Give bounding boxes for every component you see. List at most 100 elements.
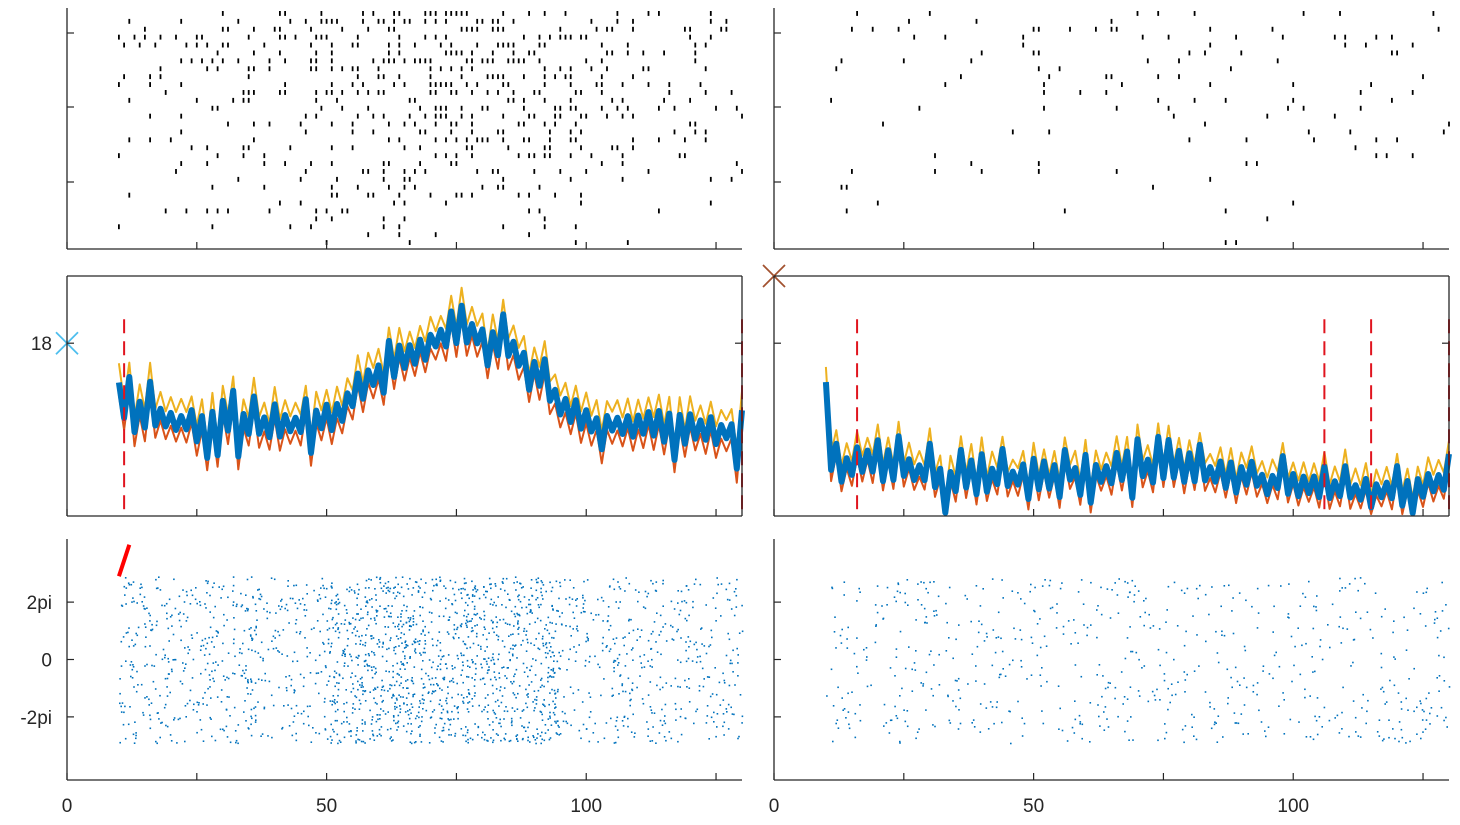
- phase-point: [1089, 702, 1092, 704]
- phase-point: [355, 656, 358, 659]
- phase-point: [529, 611, 531, 613]
- phase-point: [487, 694, 489, 696]
- phase-point: [364, 690, 366, 693]
- phase-point: [616, 716, 619, 719]
- phase-point: [329, 608, 332, 610]
- phase-point: [119, 692, 121, 695]
- phase-point: [144, 697, 146, 699]
- phase-point: [316, 620, 319, 622]
- phase-point: [1299, 605, 1302, 607]
- phase-point: [330, 723, 332, 726]
- phase-point: [361, 684, 363, 686]
- phase-point: [344, 655, 346, 657]
- phase-point: [124, 737, 127, 740]
- phase-point: [647, 728, 650, 730]
- phase-point: [542, 584, 545, 586]
- phase-point: [1352, 639, 1355, 641]
- phase-point: [226, 736, 229, 738]
- phase-point: [520, 644, 522, 646]
- phase-point: [456, 628, 458, 631]
- phase-point: [182, 662, 184, 664]
- phase-point: [206, 704, 208, 706]
- phase-point: [393, 716, 395, 718]
- phase-point: [375, 594, 377, 596]
- phase-point: [432, 589, 434, 592]
- phase-point: [136, 670, 138, 673]
- phase-point: [1082, 603, 1085, 605]
- phase-point: [1319, 645, 1321, 648]
- phase-point: [556, 609, 558, 612]
- phase-point: [1008, 710, 1010, 712]
- phase-point: [378, 639, 380, 641]
- phase-point: [483, 614, 486, 617]
- phase-point: [490, 619, 493, 622]
- phase-point: [174, 607, 177, 610]
- phase-point: [444, 587, 447, 590]
- phase-point: [1341, 711, 1343, 714]
- phase-point: [680, 733, 683, 736]
- phase-point: [1355, 731, 1357, 733]
- phase-point: [246, 607, 248, 610]
- phase-point: [435, 578, 437, 581]
- phase-point: [388, 590, 391, 593]
- phase-point: [722, 672, 724, 675]
- phase-point: [1321, 658, 1324, 661]
- phase-point: [1422, 731, 1424, 733]
- phase-point: [450, 718, 452, 721]
- phase-point: [1405, 742, 1407, 744]
- phase-point: [299, 632, 301, 635]
- phase-point: [730, 706, 732, 709]
- phase-point: [337, 598, 340, 601]
- phase-point: [447, 599, 450, 601]
- phase-point: [249, 693, 252, 695]
- phase-point: [1124, 730, 1126, 733]
- phase-point: [462, 734, 464, 737]
- phase-point: [258, 597, 260, 600]
- phase-point: [1148, 613, 1150, 616]
- phase-point: [1070, 643, 1072, 645]
- phase-point: [922, 683, 925, 685]
- phase-point: [533, 690, 536, 692]
- phase-point: [130, 583, 133, 586]
- phase-point: [1392, 631, 1394, 634]
- phase-point: [264, 679, 267, 682]
- phase-point: [702, 685, 705, 688]
- phase-point: [364, 721, 366, 723]
- phase-point: [209, 594, 211, 597]
- phase-point: [723, 734, 725, 736]
- phase-point: [434, 727, 436, 729]
- phase-point: [492, 692, 494, 695]
- phase-point: [158, 576, 160, 578]
- phase-point: [352, 703, 355, 705]
- phase-point: [935, 609, 937, 612]
- phase-point: [642, 702, 645, 705]
- phase-point: [464, 601, 467, 604]
- phase-point: [255, 610, 258, 612]
- phase-point: [453, 705, 456, 707]
- phase-point: [457, 711, 459, 714]
- phase-point: [652, 582, 654, 585]
- phase-point: [1048, 584, 1051, 587]
- phase-point: [479, 678, 482, 681]
- phase-point: [610, 717, 612, 720]
- phase-point: [483, 738, 486, 741]
- phase-point: [517, 628, 519, 630]
- phase-point: [1340, 642, 1343, 644]
- phase-point: [708, 645, 710, 648]
- phase-point: [227, 652, 230, 654]
- phase-point: [1257, 612, 1260, 614]
- phase-point: [504, 738, 506, 741]
- phase-point: [841, 628, 843, 631]
- phase-point: [558, 734, 560, 736]
- phase-point: [467, 604, 469, 607]
- phase-point: [273, 578, 276, 581]
- phase-point: [380, 726, 383, 728]
- phase-point: [1009, 710, 1011, 713]
- phase-point: [1193, 670, 1196, 672]
- phase-point: [428, 691, 430, 693]
- phase-point: [165, 724, 167, 727]
- phase-point: [1152, 625, 1155, 627]
- phase-point: [1420, 702, 1422, 705]
- phase-point: [328, 607, 330, 610]
- phase-point: [158, 718, 160, 720]
